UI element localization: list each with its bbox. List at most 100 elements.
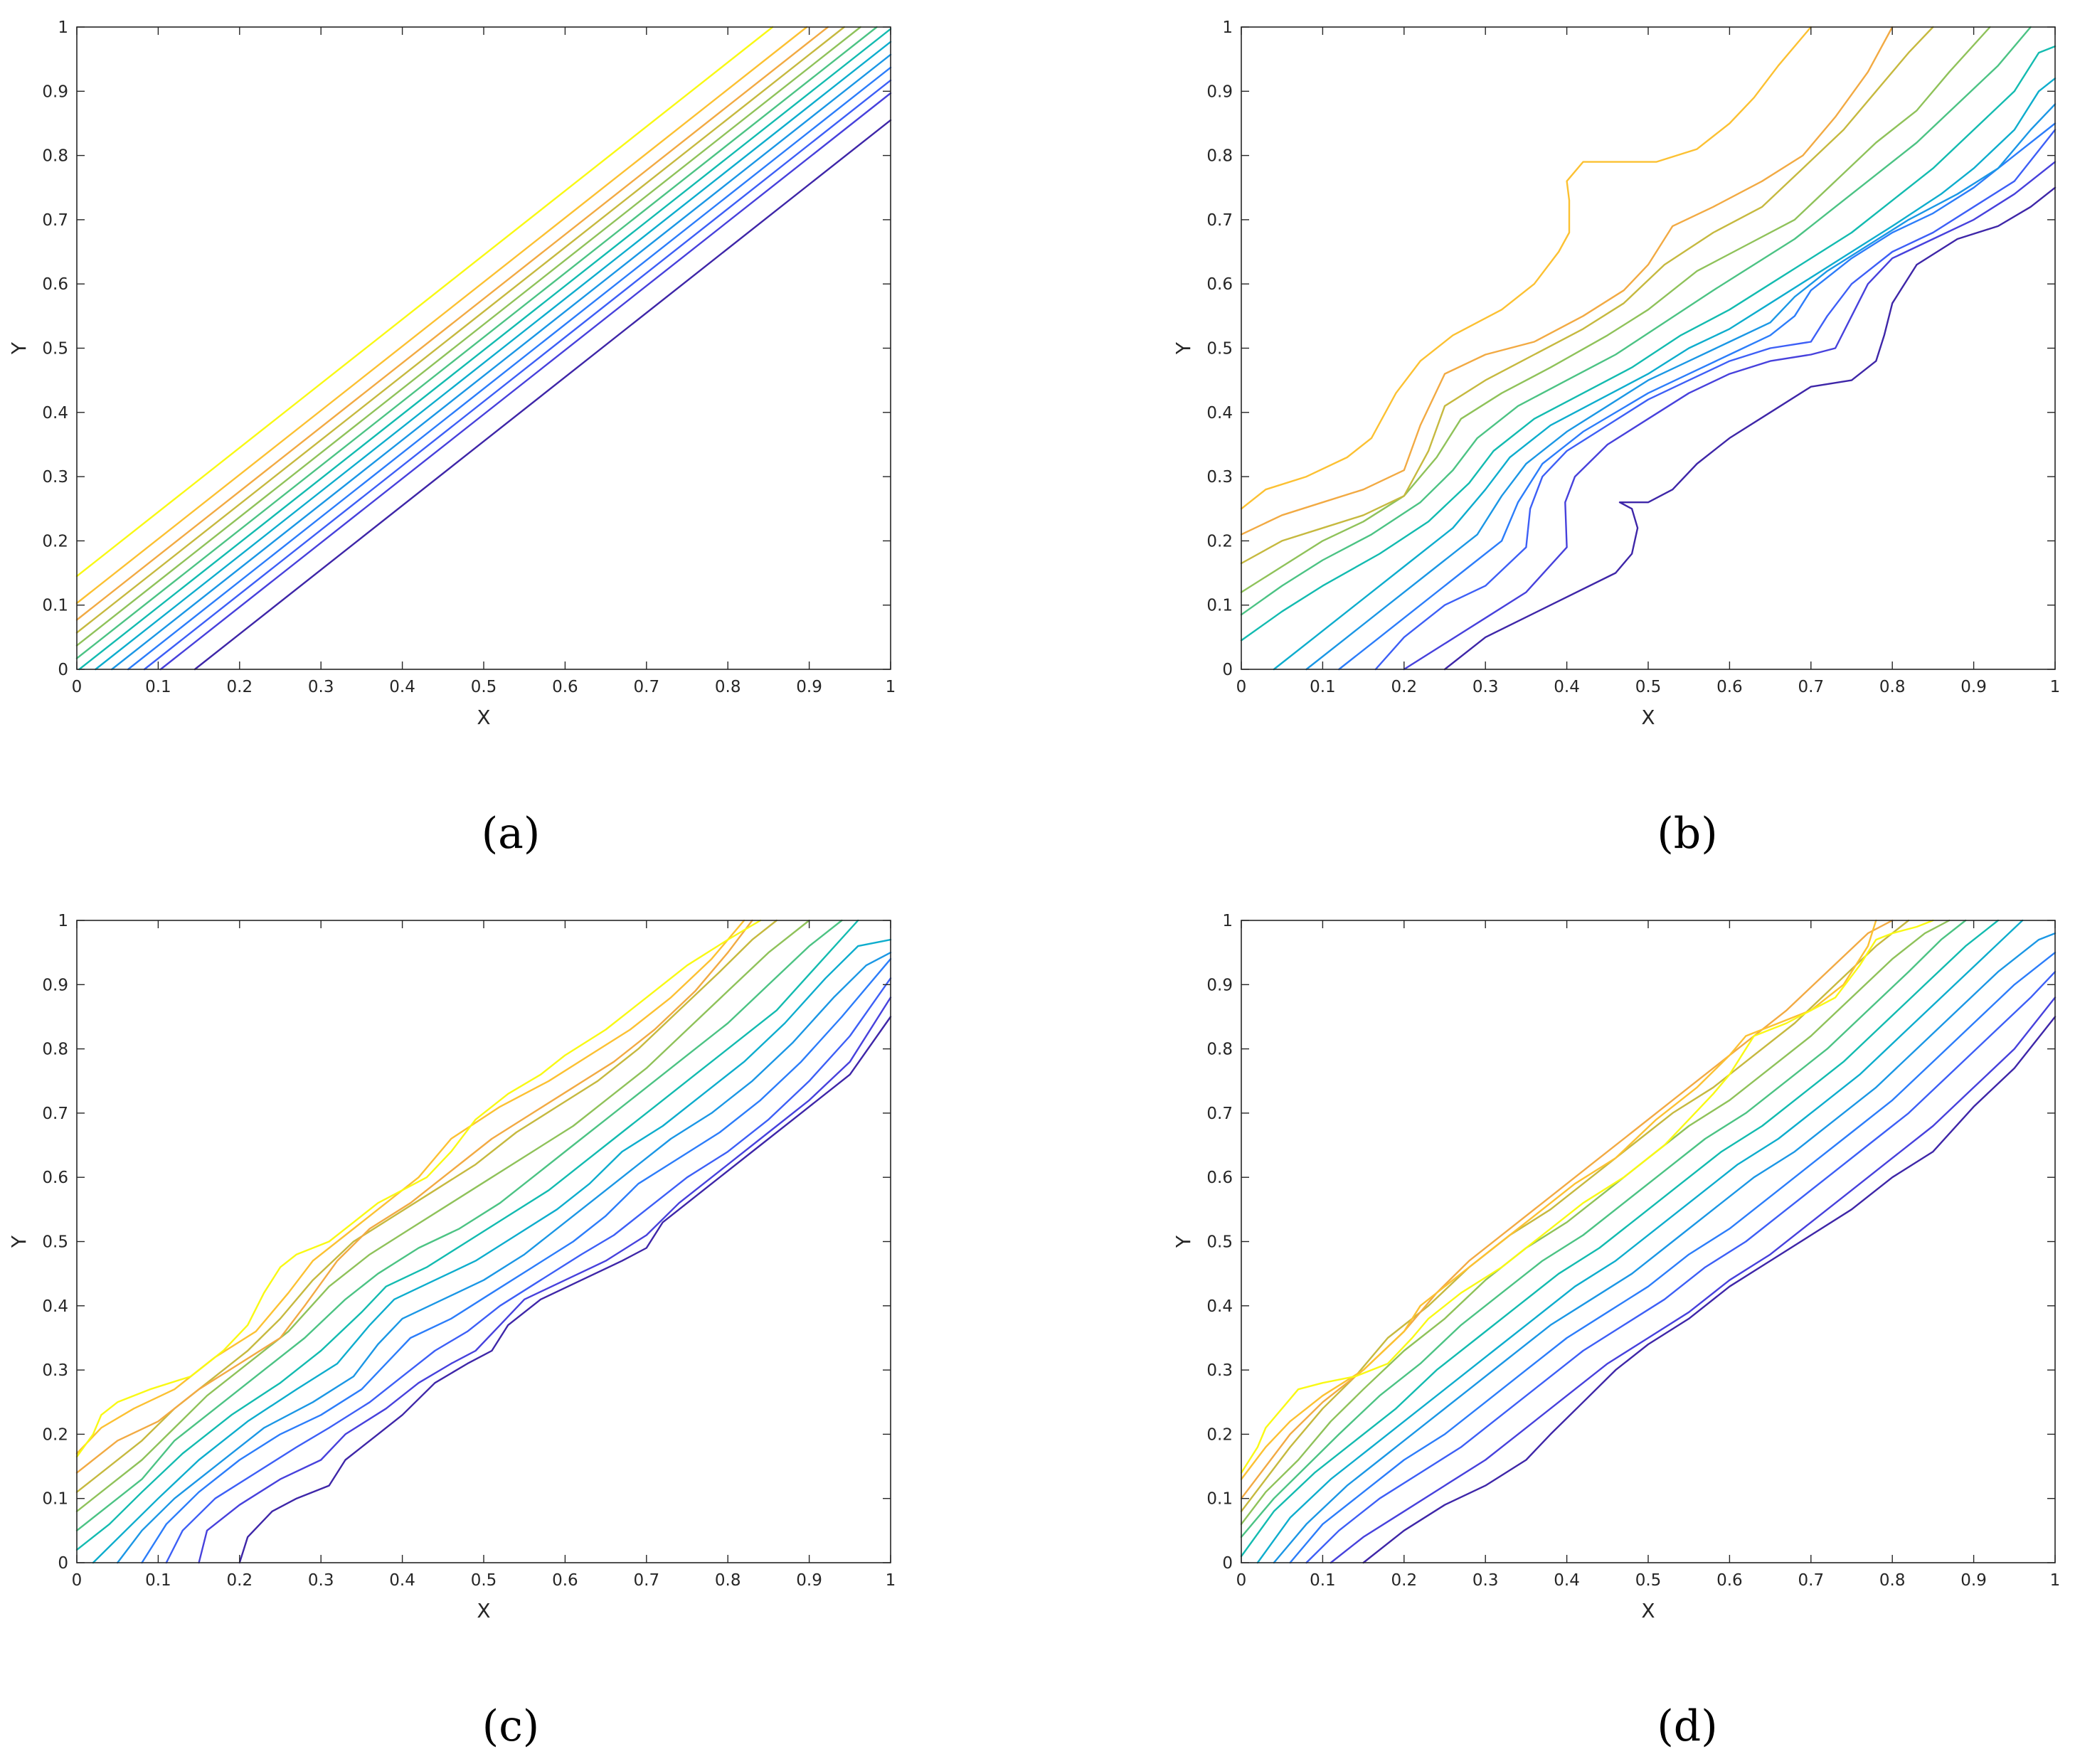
y-tick-label: 0.2 [1206,1425,1233,1444]
panel-caption: (a) [482,809,541,859]
contour-line-level-2 [198,997,892,1564]
x-tick-label: 1 [2050,1571,2061,1590]
contour-line-level-7 [78,28,892,671]
x-tick-label: 0.8 [715,1571,741,1590]
x-tick-label: 0 [1236,1571,1247,1590]
contour-line-level-7 [75,919,859,1551]
x-tick-label: 0.3 [308,1571,334,1590]
y-tick-label: 0.3 [42,468,68,487]
y-axis-label: Y [7,1235,31,1248]
x-tick-label: 0.1 [1310,1571,1336,1590]
x-tick-label: 0.6 [552,1571,578,1590]
contour-line-level-4 [1338,122,2057,671]
contour-line-level-7 [1240,45,2057,642]
contour-line-level-10 [1240,919,1910,1512]
x-tick-label: 0.4 [389,1571,415,1590]
y-tick-label: 0 [58,661,68,679]
contour-line-level-6 [95,41,892,671]
y-axis-label: Y [1172,1235,1195,1248]
y-tick-label: 0.2 [42,532,68,551]
y-tick-label: 0.9 [1206,83,1233,101]
x-tick-label: 0.2 [1391,678,1418,696]
x-tick-label: 0.5 [1635,1571,1662,1590]
contour-line-level-4 [127,66,892,671]
y-tick-label: 0 [1222,1554,1233,1573]
y-tick-label: 0.2 [42,1425,68,1444]
y-tick-label: 0.3 [1206,1361,1233,1380]
y-tick-label: 0.1 [42,1490,68,1509]
y-tick-label: 0.9 [1206,976,1233,994]
y-tick-label: 0.1 [1206,1490,1233,1509]
x-tick-label: 0 [72,1571,83,1590]
y-tick-label: 0.5 [1206,1233,1233,1252]
x-tick-label: 0.1 [145,678,171,696]
contour-line-level-3 [143,79,892,671]
y-tick-label: 0.6 [1206,275,1233,294]
y-tick-label: 1 [58,912,68,930]
x-tick-label: 1 [886,1571,896,1590]
contour-line-level-11 [75,26,829,621]
contour-line-level-8 [1240,26,2032,616]
x-tick-label: 0.7 [1798,1571,1825,1590]
y-axis-label: Y [7,341,31,355]
contour-line-level-5 [1273,932,2057,1564]
contour-line-level-8 [1240,919,1967,1539]
x-tick-label: 0.9 [1960,1571,1987,1590]
y-tick-label: 0.6 [1206,1169,1233,1187]
contour-line-level-13 [1240,919,1934,1474]
x-tick-label: 0.7 [634,1571,660,1590]
contour-line-level-5 [117,952,892,1564]
contour-line-level-2 [159,92,892,671]
y-tick-label: 0.7 [42,1105,68,1123]
panel-c: 0 0.1 0.2 0.3 0.4 0.5 0.6 0.7 0.8 0.9 1 0 0.1 0.2 0.3 0… [7,912,896,1751]
contour-line-level-11 [1240,919,1894,1499]
y-tick-label: 0.5 [42,340,68,358]
contour-line-level-12 [1240,919,1877,1480]
x-tick-label: 0.2 [227,1571,253,1590]
y-tick-label: 1 [58,18,68,37]
y-tick-label: 0.3 [1206,468,1233,487]
x-tick-label: 0.1 [145,1571,171,1590]
x-axis-label: X [477,706,490,729]
contour-line-level-3 [165,977,892,1564]
axes-frame [1241,26,2056,670]
contour-line-level-9 [75,26,861,647]
contour-line-level-9 [1240,919,1951,1525]
contour-line-level-2 [1330,997,2057,1564]
y-tick-label: 0.2 [1206,532,1233,551]
x-tick-label: 0.9 [796,1571,822,1590]
contour-line-level-6 [1273,78,2057,671]
contour-line-level-7 [1240,919,2000,1558]
x-tick-label: 0.8 [715,678,741,696]
x-tick-label: 0.3 [1472,1571,1499,1590]
contour-line-level-8 [75,26,878,659]
y-tick-label: 0.7 [1206,1105,1233,1123]
x-tick-label: 0.5 [471,1571,497,1590]
y-tick-label: 1 [1222,18,1233,37]
y-tick-label: 0.7 [1206,211,1233,230]
x-tick-label: 0 [72,678,83,696]
y-tick-label: 0 [1222,661,1233,679]
y-tick-label: 0.6 [42,1169,68,1187]
contour-line-level-1 [238,1016,892,1564]
contour-line-level-11 [1240,26,1894,536]
axes-frame [1241,920,2056,1563]
y-tick-label: 0.5 [42,1233,68,1252]
x-tick-label: 0.6 [1716,678,1743,696]
contour-line-level-4 [141,958,892,1564]
y-tick-label: 0.1 [1206,597,1233,615]
x-tick-label: 0.6 [552,678,578,696]
contour-line-level-1 [1362,1016,2057,1564]
y-tick-label: 0.8 [1206,147,1233,166]
panel-caption: (c) [482,1701,539,1751]
x-tick-label: 0.3 [1472,678,1499,696]
y-tick-label: 0.3 [42,1361,68,1380]
contour-line-level-9 [1240,26,1991,593]
contour-line-level-2 [1403,161,2057,671]
contour-line-level-6 [92,938,892,1564]
x-tick-label: 0.9 [796,678,822,696]
y-tick-label: 0.9 [42,83,68,101]
x-tick-label: 0.5 [471,678,497,696]
y-tick-label: 1 [1222,912,1233,930]
